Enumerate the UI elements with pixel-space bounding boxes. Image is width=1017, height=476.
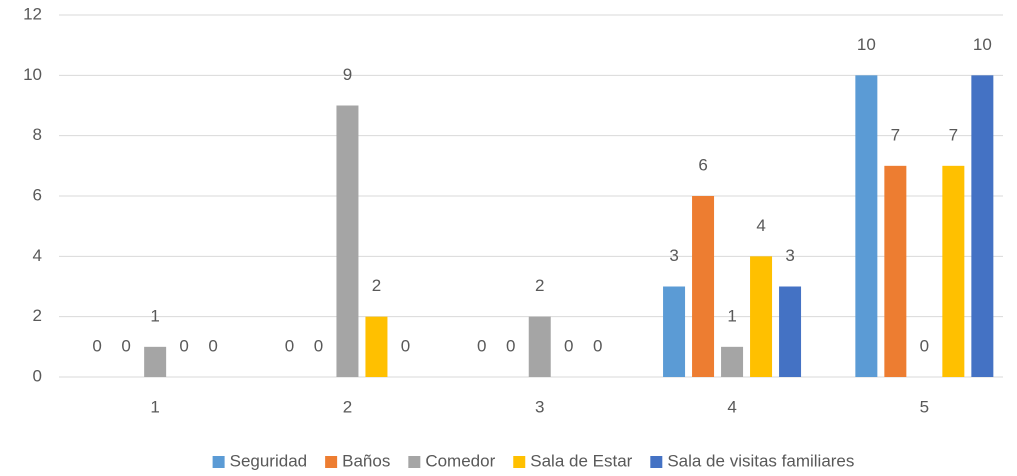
data-label: 6	[698, 155, 707, 174]
data-label: 0	[285, 336, 294, 355]
y-tick-label: 6	[33, 185, 42, 204]
data-label: 0	[179, 336, 188, 355]
bar	[884, 165, 907, 377]
x-tick-label: 5	[920, 397, 929, 416]
bar	[750, 256, 773, 377]
data-label: 9	[343, 65, 352, 84]
data-label: 0	[121, 336, 130, 355]
data-label: 0	[564, 336, 573, 355]
data-label: 0	[477, 336, 486, 355]
data-label: 10	[973, 35, 992, 54]
data-label: 7	[949, 125, 958, 144]
legend-label: Sala de Estar	[530, 451, 632, 470]
bar	[336, 105, 359, 377]
legend-swatch	[325, 456, 338, 468]
y-tick-label: 0	[33, 366, 42, 385]
bar	[144, 346, 167, 377]
data-label: 7	[891, 125, 900, 144]
legend: Seguridad Baños Comedor Sala de Estar Sala d…	[212, 451, 854, 470]
legend-label: Sala de visitas familiares	[667, 451, 854, 470]
data-label: 1	[150, 306, 159, 325]
data-label: 2	[372, 276, 381, 295]
bar	[692, 196, 715, 377]
y-tick-label: 12	[23, 4, 42, 23]
data-label: 0	[208, 336, 217, 355]
bar	[855, 75, 878, 377]
data-label: 0	[314, 336, 323, 355]
data-label: 10	[857, 35, 876, 54]
y-tick-label: 10	[23, 65, 42, 84]
legend-label: Baños	[342, 451, 390, 470]
data-label: 4	[756, 216, 765, 235]
bar	[971, 75, 994, 377]
x-tick-label: 2	[343, 397, 352, 416]
data-label: 3	[669, 246, 678, 265]
bar	[365, 316, 388, 377]
data-label: 0	[401, 336, 410, 355]
data-label: 2	[535, 276, 544, 295]
legend-swatch	[212, 456, 225, 468]
data-label: 1	[727, 306, 736, 325]
x-tick-label: 3	[535, 397, 544, 416]
legend-label: Comedor	[425, 451, 495, 470]
bar	[528, 316, 551, 377]
data-label: 0	[506, 336, 515, 355]
data-label: 0	[920, 336, 929, 355]
legend-swatch	[408, 456, 421, 468]
y-tick-label: 8	[33, 125, 42, 144]
x-tick-label: 1	[150, 397, 159, 416]
y-tick-label: 2	[33, 306, 42, 325]
legend-label: Seguridad	[230, 451, 308, 470]
legend-swatch	[650, 456, 663, 468]
data-label: 0	[92, 336, 101, 355]
bar	[942, 165, 965, 377]
x-tick-label: 4	[727, 397, 736, 416]
bar	[663, 286, 686, 377]
data-label: 0	[593, 336, 602, 355]
y-tick-label: 4	[33, 246, 42, 265]
legend-swatch	[513, 456, 526, 468]
bar	[721, 346, 744, 377]
data-label: 3	[785, 246, 794, 265]
bar	[779, 286, 802, 377]
